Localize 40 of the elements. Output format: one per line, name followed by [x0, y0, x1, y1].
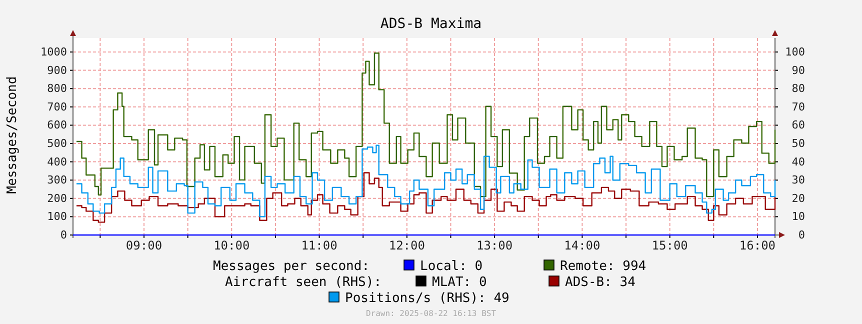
- legend-label: Local: 0: [420, 259, 483, 274]
- legend-label: MLAT: 0: [432, 275, 487, 290]
- y-tick-label: 1000: [40, 46, 67, 59]
- y2-tick-label: 70: [792, 100, 805, 114]
- x-tick-label: 14:00: [564, 238, 600, 253]
- x-tick-label: 16:00: [739, 238, 776, 253]
- y2-tick-label: 90: [792, 64, 805, 77]
- x-tick-label: 11:00: [301, 238, 338, 253]
- y2-tick-label: 30: [792, 174, 805, 187]
- y2-tick-label: 100: [785, 46, 805, 59]
- x-tick-label: 12:00: [388, 238, 425, 253]
- x-tick-label: 13:00: [476, 238, 513, 253]
- legend-label: Remote: 994: [560, 259, 646, 274]
- x-tick-label: 10:00: [214, 238, 250, 253]
- y-tick-label: 800: [47, 82, 67, 96]
- legend-label: ADS-B: 34: [565, 275, 636, 290]
- x-tick-label: 09:00: [126, 238, 162, 253]
- text: Drawn: 2025-08-22 16:13 BST: [366, 309, 496, 318]
- y2-tick-label: 40: [792, 155, 805, 168]
- text: Messages per second:: [213, 259, 370, 274]
- y2-tick-label: 20: [792, 192, 805, 205]
- chart-title: ADS-B Maxima: [380, 16, 482, 32]
- y-axis-title: Messages/Second: [5, 76, 20, 194]
- y-tick-label: 0: [60, 228, 67, 242]
- y-tick-label: 400: [47, 155, 67, 168]
- x-tick-label: 15:00: [652, 238, 688, 253]
- y-tick-label: 600: [47, 118, 67, 132]
- y-tick-label: 200: [47, 192, 67, 205]
- y-tick-label: 100: [47, 210, 67, 224]
- y-tick-label: 900: [47, 64, 67, 77]
- y2-tick-label: 80: [792, 82, 805, 96]
- y-tick-label: 500: [47, 137, 67, 150]
- y2-tick-label: 50: [792, 137, 805, 150]
- legend-label: Positions/s (RHS): 49: [345, 291, 510, 306]
- y2-tick-label: 60: [792, 118, 805, 132]
- y-tick-label: 700: [47, 100, 67, 114]
- y2-tick-label: 10: [792, 210, 805, 224]
- text: Aircraft seen (RHS):: [225, 275, 382, 290]
- y-tick-label: 300: [47, 174, 67, 187]
- y2-tick-label: 0: [798, 228, 805, 242]
